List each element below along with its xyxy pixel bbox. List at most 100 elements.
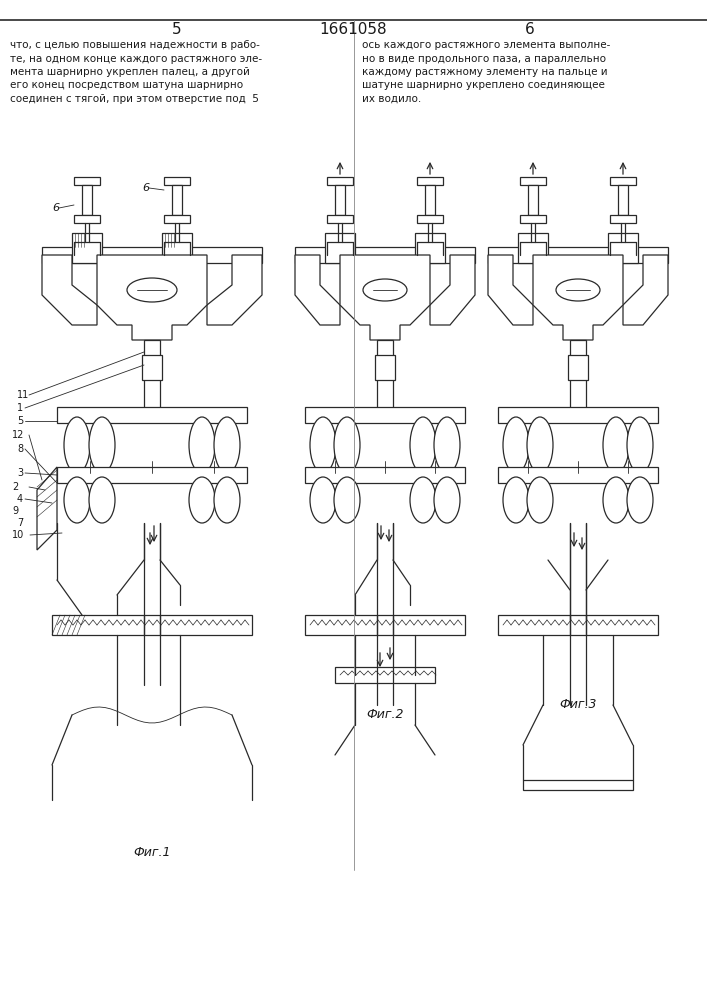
Text: 9: 9 xyxy=(12,506,18,516)
Text: его конец посредством шатуна шарнирно: его конец посредством шатуна шарнирно xyxy=(10,81,243,91)
Bar xyxy=(305,615,465,635)
Ellipse shape xyxy=(503,417,529,473)
Ellipse shape xyxy=(334,417,360,473)
Bar xyxy=(520,177,546,185)
Bar xyxy=(518,233,548,263)
Polygon shape xyxy=(97,255,207,340)
Bar xyxy=(305,467,465,483)
Ellipse shape xyxy=(89,417,115,473)
Ellipse shape xyxy=(603,417,629,473)
Ellipse shape xyxy=(214,477,240,523)
Ellipse shape xyxy=(189,477,215,523)
Polygon shape xyxy=(623,255,668,325)
Ellipse shape xyxy=(64,477,90,523)
Bar xyxy=(305,407,465,423)
Bar xyxy=(142,355,162,380)
Text: шатуне шарнирно укреплено соединяющее: шатуне шарнирно укреплено соединяющее xyxy=(362,81,605,91)
Bar xyxy=(568,355,588,380)
Bar xyxy=(295,247,475,263)
Bar xyxy=(618,185,628,215)
Polygon shape xyxy=(533,255,623,340)
Bar xyxy=(164,177,190,185)
Polygon shape xyxy=(295,255,340,325)
Bar xyxy=(172,185,182,215)
Text: 6: 6 xyxy=(525,22,535,37)
Bar xyxy=(162,233,192,263)
Ellipse shape xyxy=(310,477,336,523)
Bar xyxy=(415,233,445,263)
Bar xyxy=(417,177,443,185)
Text: 11: 11 xyxy=(17,390,29,400)
Text: их водило.: их водило. xyxy=(362,94,421,104)
Text: 7: 7 xyxy=(17,518,23,528)
Text: мента шарнирно укреплен палец, а другой: мента шарнирно укреплен палец, а другой xyxy=(10,67,250,77)
Bar xyxy=(608,233,638,263)
Bar xyxy=(488,247,668,263)
Bar xyxy=(610,215,636,223)
Bar xyxy=(327,215,353,223)
Bar xyxy=(74,215,100,223)
Bar xyxy=(417,215,443,223)
Bar xyxy=(498,407,658,423)
Bar xyxy=(327,177,353,185)
Bar xyxy=(528,185,538,215)
Bar xyxy=(82,185,92,215)
Text: 12: 12 xyxy=(12,430,24,440)
Text: Фиг.2: Фиг.2 xyxy=(366,708,404,722)
Ellipse shape xyxy=(310,417,336,473)
Bar xyxy=(520,215,546,223)
Bar xyxy=(164,215,190,223)
Ellipse shape xyxy=(334,477,360,523)
Text: 3: 3 xyxy=(17,468,23,478)
Bar xyxy=(570,340,586,410)
Ellipse shape xyxy=(527,417,553,473)
Ellipse shape xyxy=(214,417,240,473)
Ellipse shape xyxy=(410,477,436,523)
Text: каждому растяжному элементу на пальце и: каждому растяжному элементу на пальце и xyxy=(362,67,607,77)
Text: Фиг.1: Фиг.1 xyxy=(133,846,171,858)
Polygon shape xyxy=(207,255,262,325)
Text: 2: 2 xyxy=(12,482,18,492)
Ellipse shape xyxy=(556,279,600,301)
Bar xyxy=(57,467,247,483)
Bar xyxy=(377,340,393,410)
Ellipse shape xyxy=(627,477,653,523)
Text: 6: 6 xyxy=(142,183,149,193)
Text: 1661058: 1661058 xyxy=(319,22,387,37)
Ellipse shape xyxy=(410,417,436,473)
Polygon shape xyxy=(42,255,97,325)
Ellipse shape xyxy=(127,278,177,302)
Ellipse shape xyxy=(434,417,460,473)
Polygon shape xyxy=(37,467,57,550)
Ellipse shape xyxy=(527,477,553,523)
Bar xyxy=(335,667,435,683)
Polygon shape xyxy=(430,255,475,325)
Text: Фиг.3: Фиг.3 xyxy=(559,698,597,712)
Text: 5: 5 xyxy=(173,22,182,37)
Bar xyxy=(335,185,345,215)
Text: 8: 8 xyxy=(17,444,23,454)
Ellipse shape xyxy=(189,417,215,473)
Ellipse shape xyxy=(434,477,460,523)
Ellipse shape xyxy=(363,279,407,301)
Polygon shape xyxy=(340,255,430,340)
Text: но в виде продольного паза, а параллельно: но в виде продольного паза, а параллельн… xyxy=(362,53,606,64)
Polygon shape xyxy=(488,255,533,325)
Text: 1: 1 xyxy=(17,403,23,413)
Text: ось каждого растяжного элемента выполне-: ось каждого растяжного элемента выполне- xyxy=(362,40,610,50)
Ellipse shape xyxy=(603,477,629,523)
Bar xyxy=(325,233,355,263)
Text: 10: 10 xyxy=(12,530,24,540)
Text: 5: 5 xyxy=(17,416,23,426)
Ellipse shape xyxy=(627,417,653,473)
Bar xyxy=(72,233,102,263)
Text: те, на одном конце каждого растяжного эле-: те, на одном конце каждого растяжного эл… xyxy=(10,53,262,64)
Bar xyxy=(42,247,262,263)
Ellipse shape xyxy=(503,477,529,523)
Bar xyxy=(375,355,395,380)
Bar xyxy=(74,177,100,185)
Bar xyxy=(523,780,633,790)
Ellipse shape xyxy=(89,477,115,523)
Bar xyxy=(610,177,636,185)
Text: 4: 4 xyxy=(17,494,23,504)
